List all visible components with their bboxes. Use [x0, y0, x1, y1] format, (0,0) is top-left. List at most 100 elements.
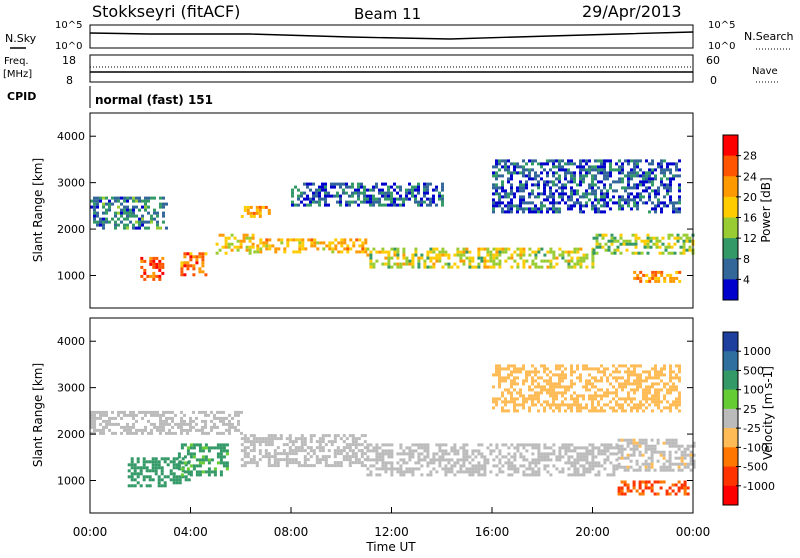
data-cell: [591, 397, 594, 401]
data-cell: [683, 450, 687, 454]
data-cell: [534, 397, 537, 401]
data-cell: [660, 270, 664, 274]
data-cell: [630, 406, 633, 410]
data-cell: [525, 207, 528, 211]
data-cell: [607, 248, 611, 252]
data-cell: [636, 382, 639, 386]
data-cell: [623, 483, 627, 487]
data-cell: [375, 458, 379, 462]
data-cell: [390, 449, 394, 453]
data-cell: [534, 391, 537, 395]
data-cell: [375, 185, 378, 189]
data-cell: [237, 419, 240, 423]
data-cell: [622, 239, 626, 243]
data-cell: [660, 171, 663, 175]
data-cell: [99, 422, 102, 426]
data-cell: [462, 443, 466, 447]
data-cell: [213, 470, 217, 474]
data-cell: [357, 182, 360, 186]
data-cell: [622, 242, 626, 246]
data-cell: [396, 203, 399, 207]
data-cell: [183, 413, 186, 417]
data-cell: [555, 159, 558, 163]
data-cell: [346, 250, 350, 254]
data-cell: [408, 262, 412, 266]
data-cell: [534, 373, 537, 377]
data-cell: [600, 198, 603, 202]
data-cell: [644, 483, 648, 487]
data-cell: [171, 431, 174, 435]
data-cell: [426, 446, 430, 450]
data-cell: [606, 195, 609, 199]
data-cell: [650, 459, 654, 463]
data-cell: [364, 250, 368, 254]
data-cell: [654, 204, 657, 208]
data-cell: [615, 388, 618, 392]
data-cell: [117, 413, 120, 417]
data-cell: [510, 467, 514, 471]
data-cell: [387, 262, 391, 266]
data-cell: [201, 446, 205, 450]
data-cell: [597, 180, 600, 184]
data-cell: [624, 174, 627, 178]
data-cell: [198, 461, 202, 465]
data-cell: [624, 370, 627, 374]
data-cell: [689, 444, 693, 448]
data-cell: [187, 472, 191, 476]
data-cell: [459, 253, 463, 257]
data-cell: [240, 464, 244, 468]
data-cell: [130, 457, 134, 461]
data-cell: [595, 236, 599, 240]
data-cell: [507, 473, 511, 477]
data-cell: [399, 470, 403, 474]
data-cell: [168, 431, 171, 435]
data-cell: [531, 183, 534, 187]
data-cell: [239, 242, 243, 246]
data-cell: [150, 220, 153, 224]
data-cell: [498, 265, 502, 269]
data-cell: [309, 434, 313, 438]
data-cell: [183, 455, 187, 459]
data-cell: [102, 205, 105, 209]
data-cell: [558, 186, 561, 190]
data-cell: [658, 251, 662, 255]
data-cell: [423, 194, 426, 198]
data-cell: [411, 191, 414, 195]
data-cell: [480, 259, 484, 263]
data-cell: [387, 256, 391, 260]
data-cell: [90, 425, 93, 429]
data-cell: [393, 467, 397, 471]
data-cell: [623, 480, 627, 484]
data-cell: [672, 385, 675, 389]
data-cell: [304, 247, 308, 251]
data-cell: [612, 376, 615, 380]
data-cell: [603, 204, 606, 208]
data-cell: [169, 460, 173, 464]
data-cell: [352, 244, 356, 248]
data-cell: [659, 468, 663, 472]
data-cell: [632, 450, 636, 454]
data-cell: [603, 443, 607, 447]
data-cell: [579, 201, 582, 205]
data-cell: [288, 446, 292, 450]
data-cell: [630, 207, 633, 211]
data-cell: [579, 259, 583, 263]
data-cell: [647, 468, 651, 472]
data-cell: [654, 403, 657, 407]
data-cell: [210, 419, 213, 423]
data-cell: [483, 262, 487, 266]
data-cell: [261, 455, 265, 459]
data-cell: [246, 452, 250, 456]
data-cell: [627, 373, 630, 377]
data-cell: [630, 171, 633, 175]
data-cell: [123, 211, 126, 215]
data-cell: [387, 203, 390, 207]
data-cell: [405, 446, 409, 450]
data-cell: [435, 470, 439, 474]
data-cell: [683, 480, 687, 484]
data-cell: [294, 446, 298, 450]
data-cell: [591, 165, 594, 169]
data-cell: [492, 400, 495, 404]
data-cell: [300, 464, 304, 468]
data-cell: [585, 455, 589, 459]
